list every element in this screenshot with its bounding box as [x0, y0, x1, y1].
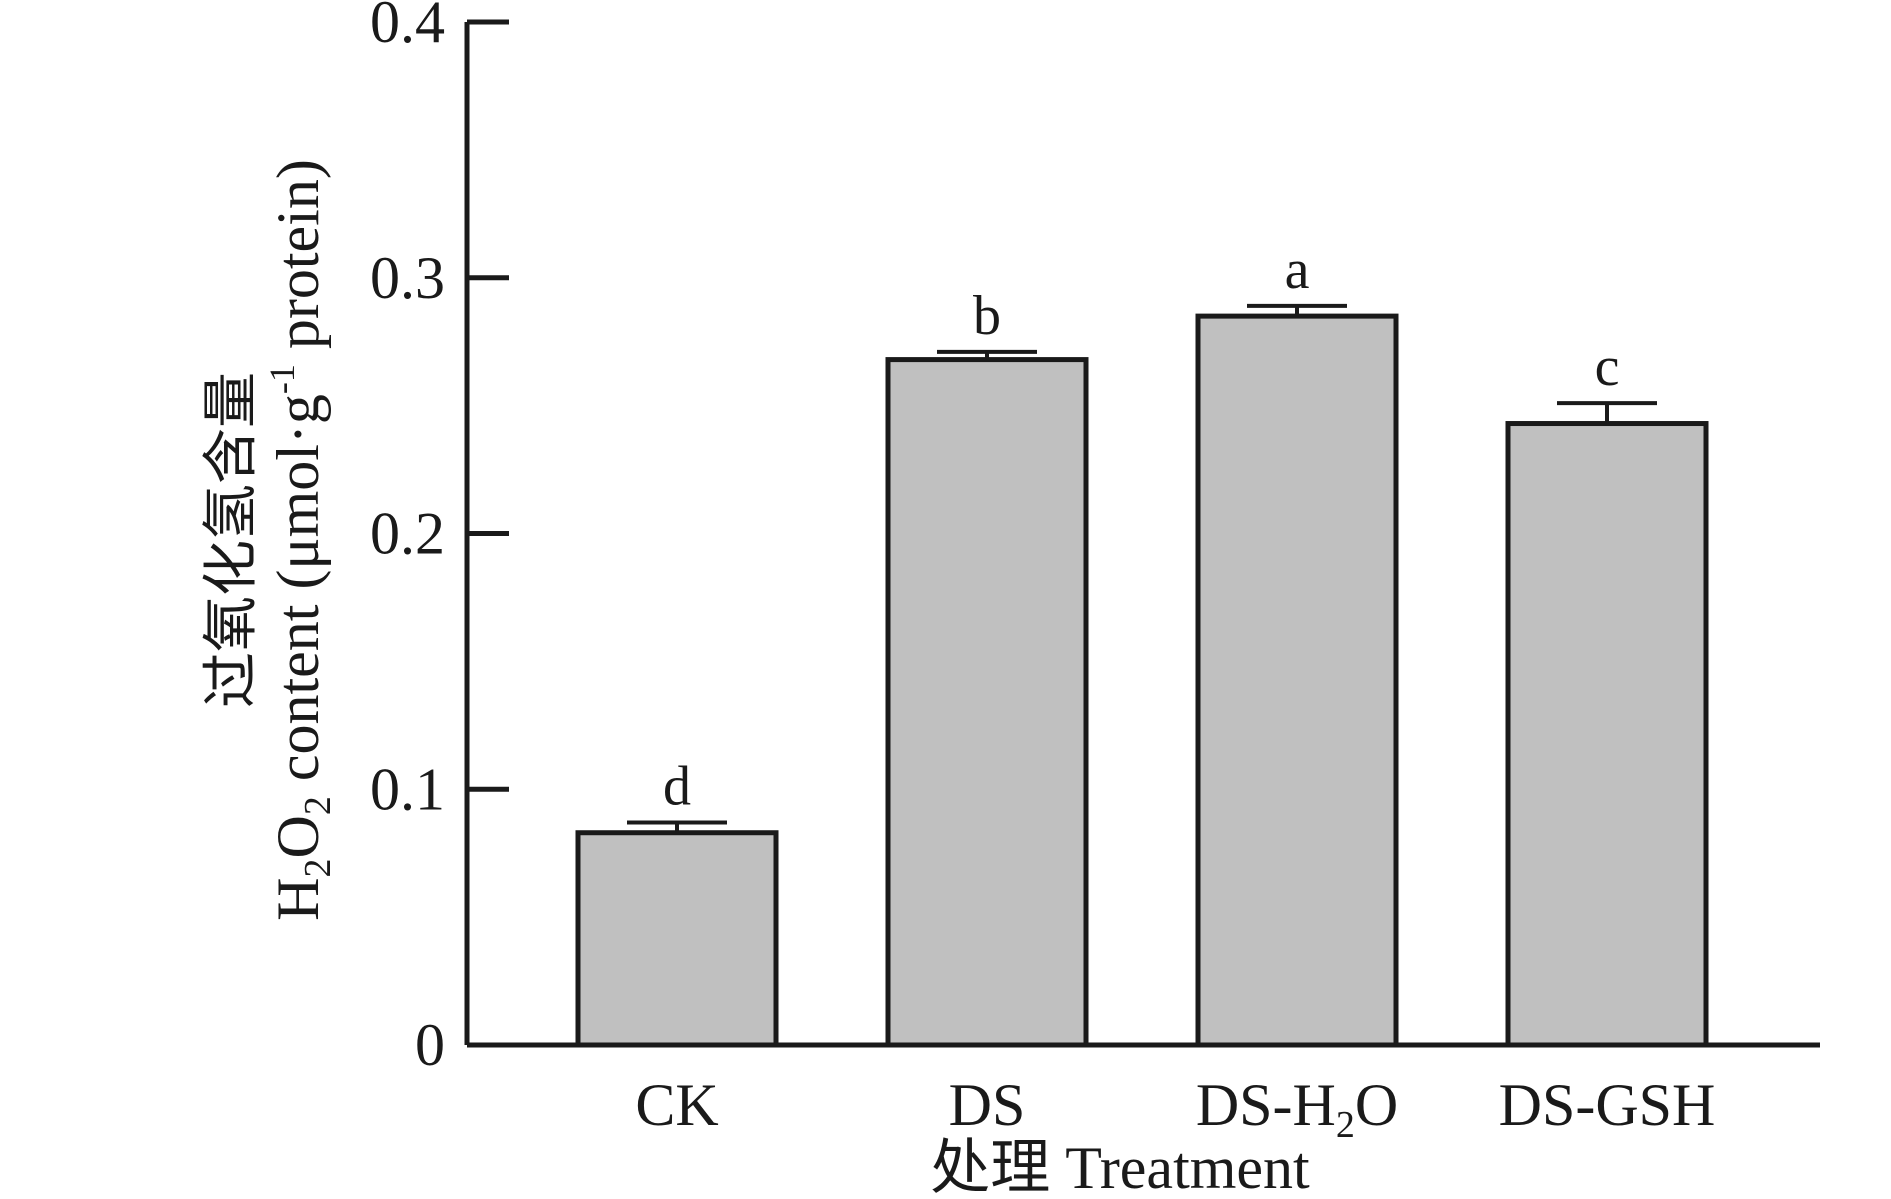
x-axis-title: 处理 Treatment: [930, 1135, 1310, 1199]
y-tick-label: 0.1: [370, 756, 445, 822]
bar-ds-h2o: [1195, 313, 1399, 1048]
category-label: DS-H2O: [1196, 1072, 1398, 1146]
significance-label: a: [1285, 239, 1310, 301]
y-ticks: 0 0.1 0.2 0.3 0.4: [370, 0, 509, 1078]
bar-ck: [575, 830, 779, 1048]
bar-ds-gsh: [1505, 421, 1709, 1048]
y-axis-title-en: H2O2 content (μmol·g-1 protein): [262, 159, 339, 921]
error-bar: [1247, 303, 1347, 317]
bars: [575, 313, 1709, 1048]
bar-ds: [885, 357, 1089, 1048]
y-tick-label: 0.2: [370, 501, 445, 567]
y-tick-label: 0.4: [370, 0, 445, 55]
significance-labels: d b a c: [663, 239, 1619, 818]
y-axis-title-cn: 过氧化氢含量: [199, 372, 264, 708]
significance-label: b: [973, 285, 1001, 347]
error-bar: [1557, 401, 1657, 424]
significance-label: d: [663, 755, 691, 817]
category-label: DS: [949, 1072, 1026, 1138]
error-bar: [937, 349, 1037, 360]
category-label: CK: [635, 1072, 718, 1138]
error-bars: [627, 303, 1657, 833]
error-bar: [627, 820, 727, 833]
y-tick-label: 0: [415, 1012, 445, 1078]
category-labels: CK DS DS-H2O DS-GSH: [635, 1072, 1715, 1146]
y-tick-label: 0.3: [370, 245, 445, 311]
category-label: DS-GSH: [1499, 1072, 1716, 1138]
significance-label: c: [1595, 336, 1620, 398]
